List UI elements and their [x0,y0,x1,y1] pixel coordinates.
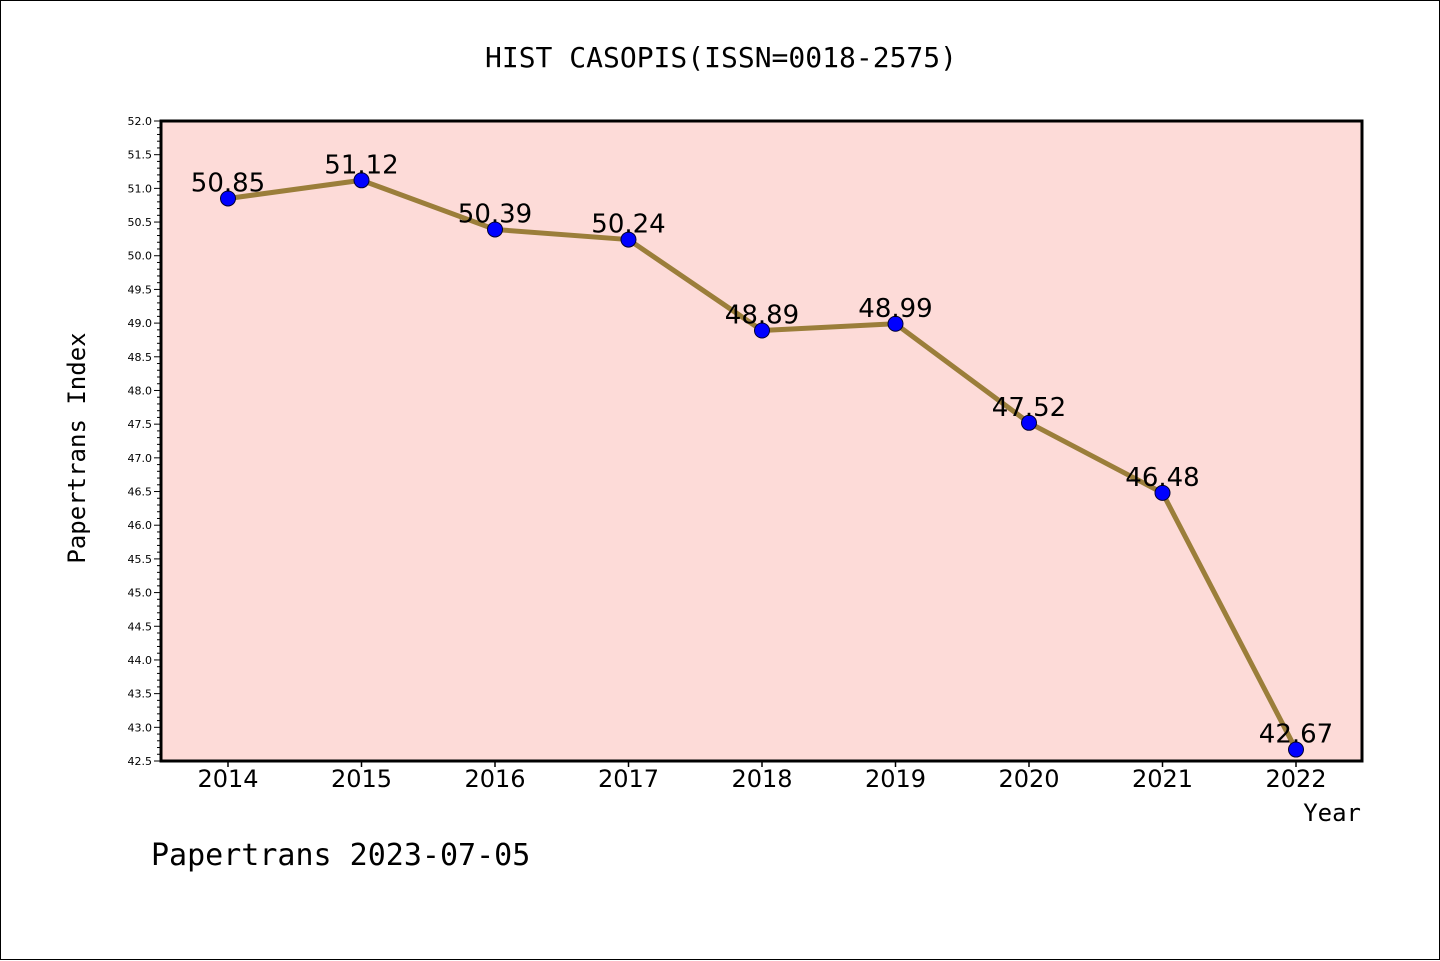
y-tick-label: 47.0 [128,452,153,465]
y-tick-label: 51.5 [128,149,153,162]
x-tick-label: 2022 [1265,765,1326,793]
data-label: 50.85 [191,168,265,198]
y-tick-label: 42.5 [128,755,153,768]
data-label: 42.67 [1259,720,1333,750]
data-point [220,190,236,207]
x-tick-label: 2015 [331,765,392,793]
y-tick-label: 49.0 [128,317,153,330]
plot-area [161,121,1362,761]
chart-title: HIST CASOPIS(ISSN=0018-2575) [485,41,957,74]
plot-border [159,119,1364,763]
x-tick-label: 2018 [731,765,792,793]
y-tick-label: 46.5 [128,486,153,499]
y-tick-label: 46.0 [128,519,153,532]
x-axis-title: Year [1303,799,1361,827]
y-tick-label: 47.5 [128,418,153,431]
data-point [1154,484,1171,501]
y-tick-label: 48.0 [128,384,153,397]
data-label: 51.12 [324,150,398,180]
data-point [1021,414,1037,431]
data-label: 48.99 [858,294,932,324]
data-point [620,231,637,248]
y-tick-label: 43.5 [128,688,153,701]
y-axis-ticks: 42.5 43.0 43.5 44.0 44.5 45.0 45.5 46.0 46.5 47.0… [128,115,161,768]
y-tick-label: 48.5 [128,351,153,364]
data-label: 47.52 [992,393,1066,423]
x-axis-ticks: 2014 2015 2016 2017 2018 2019 2020 2021 2022 [197,761,1327,793]
data-point [353,172,370,189]
data-label: 50.24 [591,210,665,240]
data-point [887,315,904,332]
y-tick-label: 50.5 [128,216,153,229]
x-tick-label: 2014 [197,765,258,793]
data-labels: 50.85 51.12 50.39 50.24 48.89 48.99 47.52 46.48… [191,150,1333,749]
data-label: 46.48 [1125,463,1199,493]
y-tick-label: 44.5 [128,620,153,633]
data-point [487,221,503,238]
y-tick-label: 44.0 [128,654,153,667]
data-label: 50.39 [458,199,532,229]
data-point [754,322,770,339]
y-tick-label: 52.0 [128,115,153,128]
y-tick-label: 43.0 [128,721,153,734]
y-tick-label: 45.0 [128,587,153,600]
y-tick-label: 49.5 [128,283,153,296]
y-tick-label: 51.0 [128,182,153,195]
y-axis-title: Papertrans Index [63,332,91,563]
x-tick-label: 2021 [1132,765,1193,793]
y-tick-label: 45.5 [128,553,153,566]
data-label: 48.89 [725,301,799,331]
y-tick-label: 50.0 [128,250,153,263]
data-markers [220,172,1304,758]
footer-stamp: Papertrans 2023-07-05 [151,838,530,873]
x-tick-label: 2017 [598,765,659,793]
x-tick-label: 2020 [998,765,1059,793]
x-tick-label: 2019 [865,765,926,793]
data-point [1288,741,1304,758]
x-tick-label: 2016 [464,765,525,793]
